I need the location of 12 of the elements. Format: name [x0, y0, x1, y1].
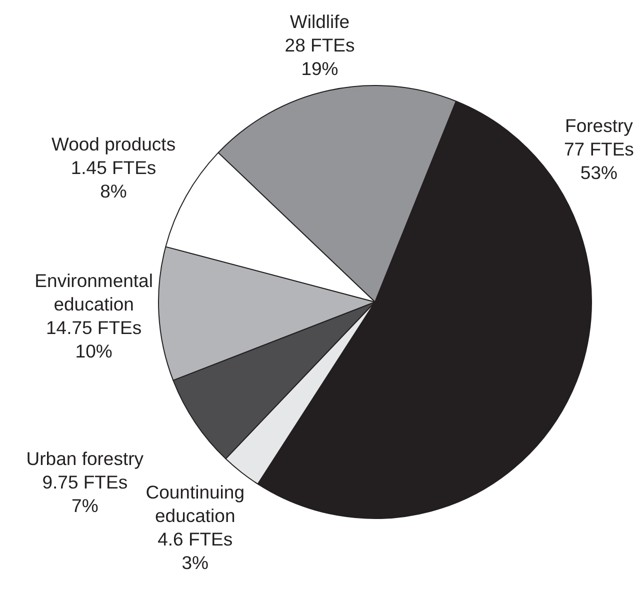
data-label: 14.75 FTEs 10%	[46, 316, 142, 362]
slice-label: Environmental education	[34, 270, 153, 314]
data-label: 4.6 FTEs 3%	[158, 528, 233, 574]
slice-label: Countinuing education	[146, 482, 244, 526]
slice-label: Urban forestry	[26, 448, 144, 469]
data-label: 77 FTEs 53%	[564, 138, 634, 183]
data-label: 9.75 FTEs 7%	[42, 471, 128, 516]
slice-label: Forestry	[565, 114, 634, 136]
data-label: 28 FTEs 19%	[284, 34, 355, 79]
slice-label: Wood products	[51, 134, 176, 155]
data-label: 1.45 FTEs 8%	[70, 157, 156, 202]
slice-label: Wildlife	[290, 10, 350, 32]
